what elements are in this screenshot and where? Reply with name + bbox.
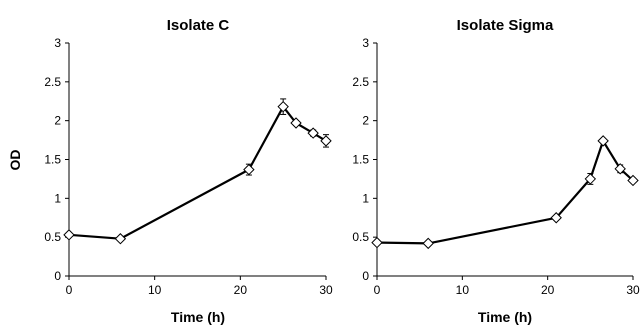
x-tick-label: 30 (626, 283, 640, 297)
chart-title: Isolate C (167, 17, 230, 34)
y-tick-label: 0.5 (352, 230, 369, 244)
x-tick-label: 0 (66, 283, 73, 297)
y-axis-label: OD (7, 150, 23, 171)
x-axis-label: Time (h) (171, 309, 225, 325)
series-line (68, 105, 327, 240)
data-point-marker (243, 163, 255, 176)
y-tick-label: 2 (362, 114, 369, 128)
data-point-marker (371, 236, 383, 249)
data-point-marker (627, 174, 639, 187)
x-tick-label: 10 (148, 283, 162, 297)
data-point-marker (597, 135, 609, 147)
chart-title: Isolate Sigma (457, 17, 554, 34)
data-point-marker (614, 163, 626, 175)
data-point-marker (307, 127, 319, 139)
y-tick-label: 1.5 (352, 153, 369, 167)
data-point-marker (63, 229, 75, 241)
chart-isolate-sigma: Isolate Sigma Time (h) 00.511.522.530 10 2… (352, 17, 640, 325)
y-tick-label: 3 (362, 36, 369, 50)
data-point-marker (277, 100, 289, 113)
y-tick-label: 2.5 (44, 75, 61, 89)
x-tick-label: 0 (374, 283, 381, 297)
y-tick-label: 0.5 (44, 230, 61, 244)
y-tick-label: 1 (362, 191, 369, 205)
x-axis-label: Time (h) (478, 309, 532, 325)
y-tick-label: 1.5 (44, 153, 61, 167)
data-point-marker (550, 212, 562, 224)
data-point-marker (584, 173, 597, 185)
x-tick-label: 10 (456, 283, 470, 297)
data-point-marker (114, 233, 127, 245)
data-point-marker (290, 117, 302, 129)
data-point-marker (320, 135, 332, 147)
y-tick-label: 3 (54, 36, 61, 50)
chart-isolate-c: Isolate C OD Time (h) 00.511.522.530 10 20… (7, 17, 333, 325)
y-tick-label: 2 (54, 114, 61, 128)
x-tick-label: 20 (541, 283, 555, 297)
y-tick-label: 0 (54, 269, 61, 283)
x-tick-label: 20 (234, 283, 248, 297)
y-tick-label: 2.5 (352, 75, 369, 89)
series-line (376, 139, 634, 245)
data-point-marker (422, 237, 434, 250)
y-tick-label: 0 (362, 269, 369, 283)
x-tick-label: 30 (319, 283, 333, 297)
y-tick-label: 1 (54, 191, 61, 205)
